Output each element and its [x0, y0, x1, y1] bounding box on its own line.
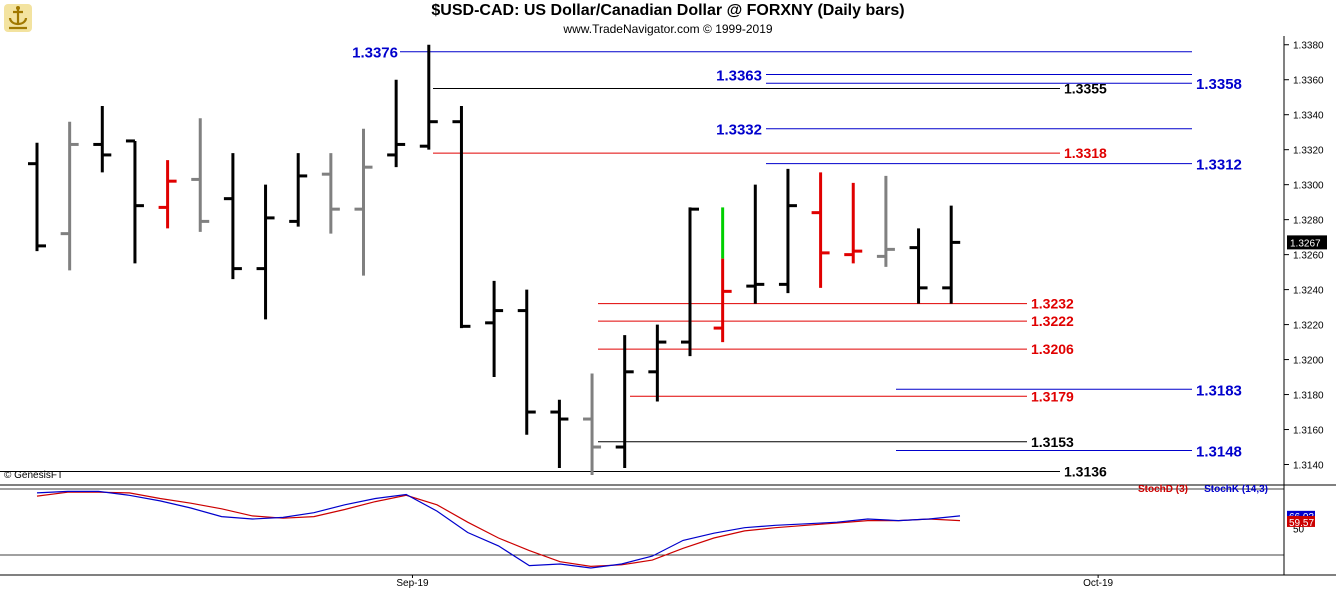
ohlc-bar [517, 289, 536, 435]
ohlc-bar [289, 153, 308, 227]
price-tick-label: 1.3320 [1293, 146, 1324, 157]
ohlc-bar [942, 205, 961, 304]
ohlc-bar [321, 153, 340, 234]
ohlc-bar [550, 399, 569, 469]
price-tick-label: 1.3340 [1293, 111, 1324, 122]
level-label: 1.3136 [1064, 464, 1107, 480]
last-price-label: 1.3267 [1290, 238, 1321, 249]
level-label: 1.3358 [1196, 76, 1242, 93]
price-tick-label: 1.3360 [1293, 76, 1324, 87]
price-tick-label: 1.3260 [1293, 251, 1324, 262]
stoch-d-value-box [1287, 515, 1315, 527]
stoch-tick-label: 50 [1293, 525, 1305, 536]
level-label: 1.3363 [716, 67, 762, 84]
watermark: © GenesisFT [4, 470, 63, 481]
ohlc-bar [811, 172, 830, 288]
ohlc-bar [191, 118, 210, 232]
ohlc-bar [60, 121, 79, 271]
level-label: 1.3355 [1064, 80, 1107, 96]
ohlc-bar [93, 105, 112, 173]
ohlc-bar [452, 105, 471, 329]
ohlc-bar [158, 160, 177, 229]
level-label: 1.3183 [1196, 382, 1242, 399]
ohlc-bar [778, 168, 797, 294]
ohlc-bar [256, 184, 275, 320]
ohlc-bar [681, 207, 699, 357]
level-label: 1.3206 [1031, 341, 1074, 357]
price-tick-label: 1.3280 [1293, 216, 1324, 227]
level-label: 1.3376 [352, 45, 398, 62]
level-label: 1.3148 [1196, 444, 1242, 461]
price-tick-label: 1.3240 [1293, 286, 1324, 297]
level-label: 1.3222 [1031, 313, 1074, 329]
level-label: 1.3332 [716, 122, 762, 139]
ohlc-bar [844, 182, 863, 264]
chart-title: $USD-CAD: US Dollar/Canadian Dollar @ FO… [431, 2, 905, 19]
stoch-d-value: 59.57 [1289, 518, 1314, 529]
stoch-k-line [36, 490, 961, 569]
time-tick-label: Sep-19 [396, 578, 429, 589]
ohlc-bar [485, 280, 504, 378]
price-tick-label: 1.3180 [1293, 391, 1324, 402]
ohlc-bar [713, 207, 732, 343]
level-label: 1.3232 [1031, 296, 1074, 312]
price-tick-label: 1.3200 [1293, 356, 1324, 367]
last-price-box [1287, 235, 1327, 250]
ohlc-bar [419, 44, 438, 150]
ohlc-bar [125, 139, 144, 264]
level-label: 1.3179 [1031, 388, 1074, 404]
ohlc-bar [354, 128, 373, 276]
stoch-d-line [36, 491, 961, 568]
price-tick-label: 1.3220 [1293, 321, 1324, 332]
ohlc-bar [746, 184, 765, 304]
ohlc-bar [387, 79, 406, 168]
time-tick-label: Oct-19 [1083, 578, 1113, 589]
ohlc-bar [583, 373, 602, 476]
ohlc-bar [615, 335, 634, 469]
ohlc-bar [876, 175, 895, 267]
stoch-k-legend: StochK (14,3) [1204, 484, 1268, 495]
price-tick-label: 1.3160 [1293, 426, 1324, 437]
stoch-d-legend: StochD (3) [1138, 484, 1188, 495]
ohlc-bar [648, 324, 667, 402]
ohlc-bar [28, 142, 46, 252]
level-label: 1.3153 [1031, 434, 1074, 450]
price-tick-label: 1.3300 [1293, 181, 1324, 192]
ohlc-bar [909, 228, 928, 304]
ohlc-bar [223, 153, 242, 280]
price-tick-label: 1.3140 [1293, 461, 1324, 472]
price-tick-label: 1.3380 [1293, 41, 1324, 52]
level-label: 1.3318 [1064, 145, 1107, 161]
trade-navigator-logo [4, 4, 32, 32]
level-label: 1.3312 [1196, 157, 1242, 174]
chart-subtitle: www.TradeNavigator.com © 1999-2019 [563, 22, 773, 36]
